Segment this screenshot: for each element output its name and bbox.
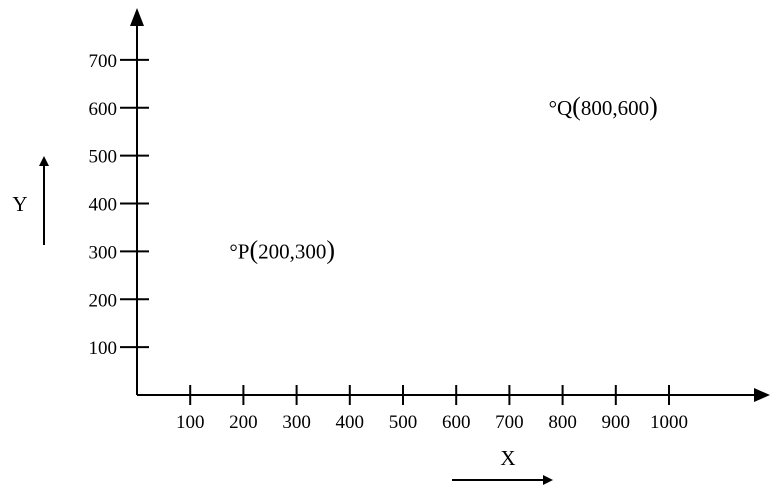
x-tick-label: 100 xyxy=(176,412,205,433)
point-paren: ( xyxy=(249,235,258,264)
x-tick-label: 1000 xyxy=(650,412,688,433)
x-tick-label: 900 xyxy=(602,412,631,433)
x-tick-label: 500 xyxy=(389,412,418,433)
y-tick-label: 300 xyxy=(89,242,118,263)
data-point-p: °P(200,300) xyxy=(229,235,335,264)
x-tick-label: 700 xyxy=(495,412,524,433)
y-tick-label: 600 xyxy=(89,99,118,120)
point-paren: ( xyxy=(572,92,581,121)
point-y: 300 xyxy=(295,239,327,263)
x-tick-label: 300 xyxy=(282,412,311,433)
point-x: 800 xyxy=(581,96,613,120)
y-tick-label: 700 xyxy=(89,51,118,72)
x-axis-arrow-icon xyxy=(754,388,770,402)
x-tick-label: 400 xyxy=(336,412,365,433)
y-tick-label: 400 xyxy=(89,195,118,216)
point-marker: ° xyxy=(229,239,237,263)
point-paren: ) xyxy=(649,92,658,121)
point-y: 600 xyxy=(618,96,650,120)
y-tick-label: 100 xyxy=(89,338,118,359)
y-axis-ticks: 100 200 300 400 500 600 700 xyxy=(89,51,149,359)
x-axis-ticks: 100 200 300 400 500 600 700 800 900 1000 xyxy=(176,385,688,433)
data-point-q: °Q(800,600) xyxy=(549,92,658,121)
x-axis-title: X xyxy=(500,446,515,470)
y-tick-label: 200 xyxy=(89,290,118,311)
point-marker: ° xyxy=(549,96,557,120)
y-axis-arrow-icon xyxy=(130,8,144,26)
x-tick-label: 800 xyxy=(548,412,577,433)
y-tick-label: 500 xyxy=(89,147,118,168)
point-sep: , xyxy=(612,96,617,120)
point-name: P xyxy=(238,239,250,263)
point-sep: , xyxy=(290,239,295,263)
x-tick-label: 600 xyxy=(442,412,471,433)
x-tick-label: 200 xyxy=(229,412,258,433)
point-paren: ) xyxy=(326,235,335,264)
y-axis-title: Y xyxy=(12,192,27,216)
data-points: °P(200,300)°Q(800,600) xyxy=(229,92,657,265)
point-x: 200 xyxy=(258,239,290,263)
point-name: Q xyxy=(557,96,572,120)
